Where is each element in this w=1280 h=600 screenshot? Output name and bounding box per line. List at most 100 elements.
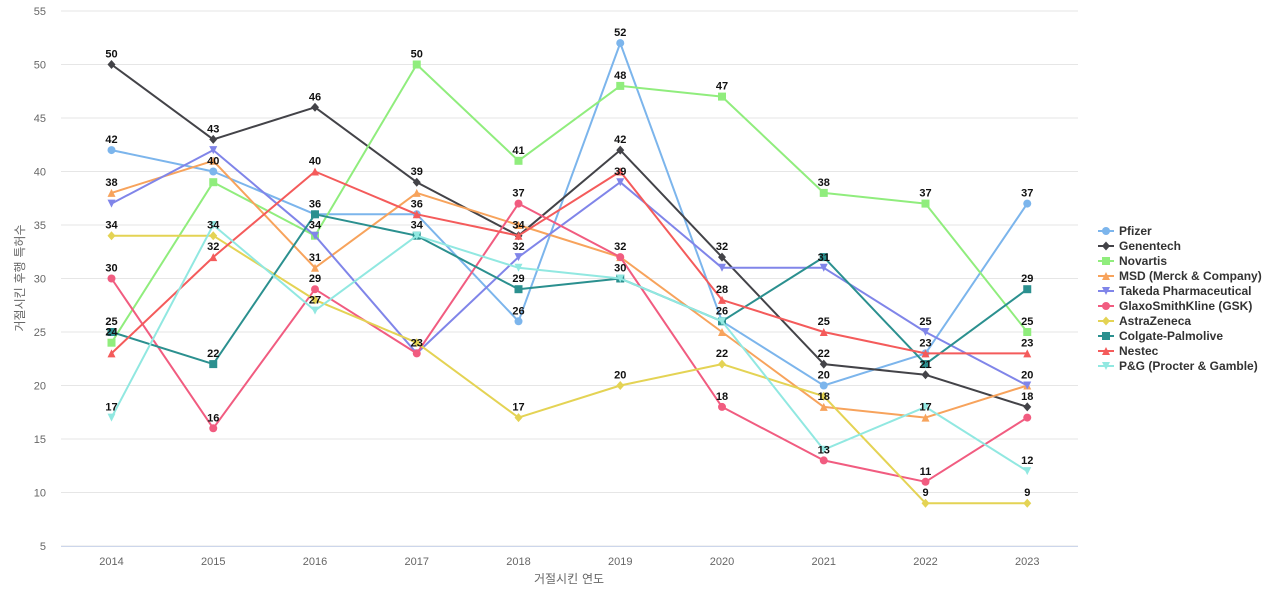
legend-item[interactable]: Colgate-Palmolive <box>1098 329 1223 343</box>
data-point <box>921 498 930 508</box>
legend-item[interactable]: Genentech <box>1098 239 1181 253</box>
data-label: 40 <box>309 156 321 168</box>
data-point <box>819 402 828 411</box>
legend-item[interactable]: GlaxoSmithKline (GSK) <box>1098 299 1252 313</box>
data-point <box>1023 199 1032 208</box>
data-label: 37 <box>919 188 931 200</box>
data-point <box>311 306 319 315</box>
data-point <box>1023 328 1032 336</box>
data-label: 34 <box>309 220 322 232</box>
legend-item[interactable]: Nestec <box>1098 344 1159 358</box>
axes: 거절시킨 연도 거절시킨 후행 특허수 5 10 15 20 25 30 35 40 45 50 5… <box>12 6 1078 586</box>
data-label: 39 <box>411 166 423 178</box>
legend-item[interactable]: Takeda Pharmaceutical <box>1098 284 1252 298</box>
series-line <box>110 63 1029 344</box>
data-label: 30 <box>105 263 117 275</box>
y-tick-label: 20 <box>34 381 46 393</box>
data-label: 25 <box>919 316 931 328</box>
data-label: 18 <box>716 391 728 403</box>
data-label: 36 <box>411 198 423 210</box>
y-tick-label: 40 <box>34 167 46 179</box>
data-point <box>921 199 930 208</box>
data-point <box>412 177 421 187</box>
data-label: 20 <box>1021 370 1033 382</box>
data-point <box>107 199 116 208</box>
data-label: 34 <box>512 220 525 232</box>
legend-item[interactable]: P&G (Procter & Gamble) <box>1098 359 1258 373</box>
x-axis-title: 거절시킨 연도 <box>534 572 604 586</box>
data-point <box>107 146 116 155</box>
legend-item[interactable]: AstraZeneca <box>1098 314 1191 328</box>
x-tick-label: 2021 <box>812 556 836 568</box>
data-point <box>514 285 523 294</box>
series-group <box>107 60 1032 347</box>
data-label: 20 <box>818 370 830 382</box>
data-point <box>107 231 116 241</box>
x-tick-label: 2022 <box>913 556 937 568</box>
data-point <box>1023 467 1032 476</box>
data-point <box>209 134 218 144</box>
legend-symbol <box>1102 272 1110 280</box>
data-point <box>616 178 625 187</box>
data-labels: 5042383430252417434034322216464036343129… <box>105 27 1033 499</box>
data-point <box>819 456 828 465</box>
data-label: 17 <box>105 402 117 414</box>
y-tick-label: 35 <box>34 220 46 232</box>
data-label: 38 <box>105 177 117 189</box>
data-point <box>107 60 116 69</box>
legend-item[interactable]: MSD (Merck & Company) <box>1098 269 1262 283</box>
data-point <box>209 178 218 187</box>
legend-label: Pfizer <box>1119 224 1152 238</box>
x-tick-label: 2023 <box>1015 556 1039 568</box>
legend-label: Colgate-Palmolive <box>1119 329 1223 343</box>
data-label: 16 <box>207 412 219 424</box>
data-label: 20 <box>614 370 626 382</box>
data-point <box>616 39 625 48</box>
data-label: 29 <box>1021 273 1033 285</box>
data-label: 32 <box>512 241 524 253</box>
data-label: 42 <box>614 134 626 146</box>
data-label: 52 <box>614 27 626 39</box>
data-point <box>921 402 930 411</box>
data-point <box>718 328 726 336</box>
y-tick-label: 5 <box>40 541 46 553</box>
data-label: 39 <box>614 166 626 178</box>
data-point <box>311 210 319 219</box>
x-tick-label: 2019 <box>608 556 632 568</box>
series-layer <box>107 39 1032 508</box>
data-point <box>311 263 319 272</box>
y-tick-label: 10 <box>34 488 46 500</box>
data-label: 9 <box>922 487 928 499</box>
data-point <box>209 167 218 176</box>
legend-label: P&G (Procter & Gamble) <box>1119 359 1258 373</box>
data-label: 23 <box>919 337 931 349</box>
series-line <box>110 63 1028 408</box>
data-label: 26 <box>716 305 728 317</box>
x-tick-label: 2015 <box>201 556 225 568</box>
data-label: 25 <box>1021 316 1033 328</box>
data-point <box>819 445 828 454</box>
data-label: 11 <box>920 466 932 478</box>
data-label: 46 <box>309 91 321 103</box>
data-point <box>209 156 218 165</box>
x-tick-label: 2016 <box>303 556 327 568</box>
series-line <box>111 42 1029 387</box>
data-point <box>616 253 625 262</box>
data-point <box>514 156 523 165</box>
legend-symbol <box>1102 316 1110 326</box>
legend-item[interactable]: Novartis <box>1098 254 1167 268</box>
data-label: 22 <box>207 348 219 360</box>
data-point <box>107 338 116 347</box>
data-point <box>1023 402 1032 412</box>
data-label: 32 <box>614 241 626 253</box>
data-label: 38 <box>818 177 830 189</box>
x-tick-label: 2018 <box>506 556 530 568</box>
data-label: 18 <box>818 391 830 403</box>
legend-item[interactable]: Pfizer <box>1098 224 1152 238</box>
data-label: 23 <box>411 337 423 349</box>
legend-symbol <box>1102 362 1110 370</box>
data-point <box>209 221 218 229</box>
data-label: 29 <box>309 273 321 285</box>
